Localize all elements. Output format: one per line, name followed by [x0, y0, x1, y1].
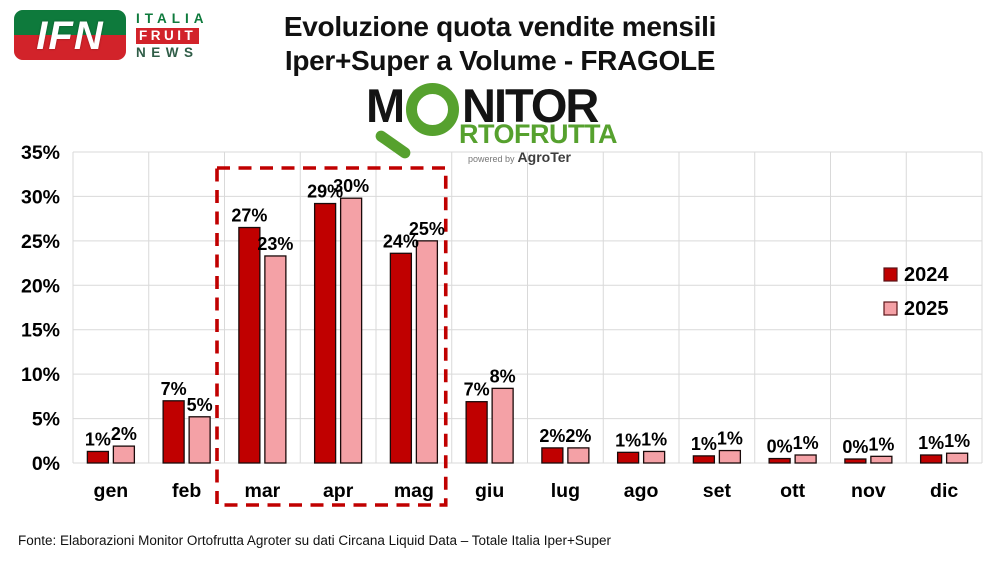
- y-tick-20%: 20%: [21, 275, 60, 297]
- powered-by: powered by AgroTer: [468, 149, 571, 165]
- value-label-2025-gen: 2%: [111, 424, 137, 444]
- y-tick-5%: 5%: [32, 409, 60, 431]
- powered-by-text: powered by: [468, 154, 515, 164]
- x-tick-ago: ago: [624, 480, 659, 502]
- bar-2024-mag: [389, 252, 413, 464]
- bar-2024-feb: [162, 400, 185, 464]
- value-label-2025-giu: 8%: [490, 366, 516, 386]
- bar-2025-dic: [945, 452, 969, 464]
- legend-item-2025: 2025: [883, 298, 949, 320]
- ortofrutta-text: RTOFRUTTA: [459, 119, 617, 149]
- value-label-2025-mag: 25%: [409, 219, 445, 239]
- ifn-fruit-text: FRUIT: [136, 28, 200, 44]
- value-label-2025-ott: 1%: [793, 433, 819, 453]
- value-label-2024-lug: 2%: [539, 426, 565, 446]
- ifn-acronym: IFN: [36, 14, 104, 58]
- bar-2024-giu: [465, 401, 488, 464]
- x-tick-ott: ott: [780, 480, 805, 502]
- value-label-2024-nov: 0%: [842, 437, 868, 457]
- bar-2024-gen: [86, 450, 110, 464]
- y-tick-15%: 15%: [21, 320, 60, 342]
- ifn-badge-red-half: [14, 35, 126, 60]
- x-tick-feb: feb: [172, 480, 201, 502]
- bar-2024-ott: [768, 457, 791, 464]
- x-tick-lug: lug: [551, 480, 580, 502]
- chart-title: Evoluzione quota vendite mensili Iper+Su…: [0, 10, 1000, 78]
- ifn-news-text: NEWS: [136, 45, 199, 60]
- y-tick-35%: 35%: [21, 142, 60, 164]
- bar-2024-set: [692, 455, 716, 464]
- value-label-2024-dic: 1%: [918, 433, 944, 453]
- x-tick-mar: mar: [244, 480, 280, 502]
- bar-2024-dic: [919, 454, 943, 464]
- bar-2025-giu: [491, 387, 514, 464]
- value-label-2025-apr: 30%: [333, 176, 369, 196]
- x-tick-apr: apr: [323, 480, 354, 502]
- bar-2025-gen: [112, 445, 136, 464]
- bar-2025-mar: [264, 255, 287, 464]
- ifn-badge-green-half: [14, 10, 126, 35]
- monitor-nitor-text: NITOR: [462, 79, 599, 132]
- bar-2025-nov: [870, 455, 893, 464]
- x-tick-giu: giu: [475, 480, 504, 502]
- value-label-2024-mar: 27%: [231, 206, 267, 226]
- value-label-2025-ago: 1%: [641, 429, 667, 449]
- legend-item-2024: 2024: [883, 264, 949, 286]
- ifn-italia-text: ITALIA: [136, 11, 209, 26]
- bar-2024-apr: [313, 202, 337, 464]
- value-label-2025-mar: 23%: [257, 234, 293, 254]
- bar-2024-ago: [616, 451, 640, 464]
- x-tick-mag: mag: [394, 480, 434, 502]
- magnifier-lens-icon: [406, 83, 459, 136]
- chart-title-line1: Evoluzione quota vendite mensili: [283, 11, 717, 42]
- value-label-2025-lug: 2%: [565, 426, 591, 446]
- ifn-logo: IFN ITALIA FRUIT NEWS: [14, 8, 314, 62]
- value-label-2024-feb: 7%: [161, 379, 187, 399]
- y-tick-25%: 25%: [21, 231, 60, 253]
- value-label-2024-giu: 7%: [464, 380, 490, 400]
- legend-label-2024: 2024: [904, 264, 949, 286]
- value-label-2025-feb: 5%: [187, 395, 213, 415]
- value-label-2024-mag: 24%: [383, 231, 419, 251]
- legend-label-2025: 2025: [904, 298, 949, 320]
- x-tick-set: set: [703, 480, 732, 502]
- value-label-2025-nov: 1%: [868, 434, 894, 454]
- ifn-badge: IFN: [14, 10, 126, 60]
- bar-2025-ago: [642, 450, 666, 464]
- agroter-brand: AgroTer: [517, 149, 571, 165]
- value-label-2025-dic: 1%: [944, 431, 970, 451]
- monitor-m-text: M: [366, 79, 405, 132]
- bar-2025-apr: [339, 197, 363, 464]
- bar-2024-mar: [238, 226, 261, 464]
- x-tick-gen: gen: [94, 480, 129, 502]
- value-label-2024-set: 1%: [691, 434, 717, 454]
- bar-2024-nov: [844, 458, 867, 464]
- y-tick-30%: 30%: [21, 186, 60, 208]
- highlight-region: [215, 166, 448, 507]
- x-tick-nov: nov: [851, 480, 886, 502]
- value-label-2024-apr: 29%: [307, 182, 343, 202]
- bar-2024-lug: [541, 447, 564, 464]
- y-tick-0%: 0%: [32, 453, 60, 475]
- ifn-wordmark: ITALIA FRUIT NEWS: [136, 11, 246, 61]
- source-note: Fonte: Elaborazioni Monitor Ortofrutta A…: [18, 533, 611, 548]
- bar-2025-set: [718, 449, 742, 464]
- value-label-2024-gen: 1%: [85, 429, 111, 449]
- legend-swatch-2025: [883, 301, 898, 316]
- value-label-2025-set: 1%: [717, 429, 743, 449]
- value-label-2024-ott: 0%: [767, 437, 793, 457]
- bar-2025-ott: [794, 454, 817, 464]
- magnifier-handle-icon: [373, 128, 413, 161]
- bar-2025-lug: [567, 447, 590, 464]
- value-label-2024-ago: 1%: [615, 430, 641, 450]
- bar-2025-mag: [415, 240, 439, 464]
- legend-swatch-2024: [883, 267, 898, 282]
- chart-title-line2: Iper+Super a Volume - FRAGOLE: [284, 45, 716, 76]
- y-tick-10%: 10%: [21, 364, 60, 386]
- x-tick-dic: dic: [930, 480, 958, 502]
- monitor-ortofrutta-logo: M NITOR RTOFRUTTA powered by AgroTer: [366, 79, 636, 168]
- bar-2025-feb: [188, 416, 211, 464]
